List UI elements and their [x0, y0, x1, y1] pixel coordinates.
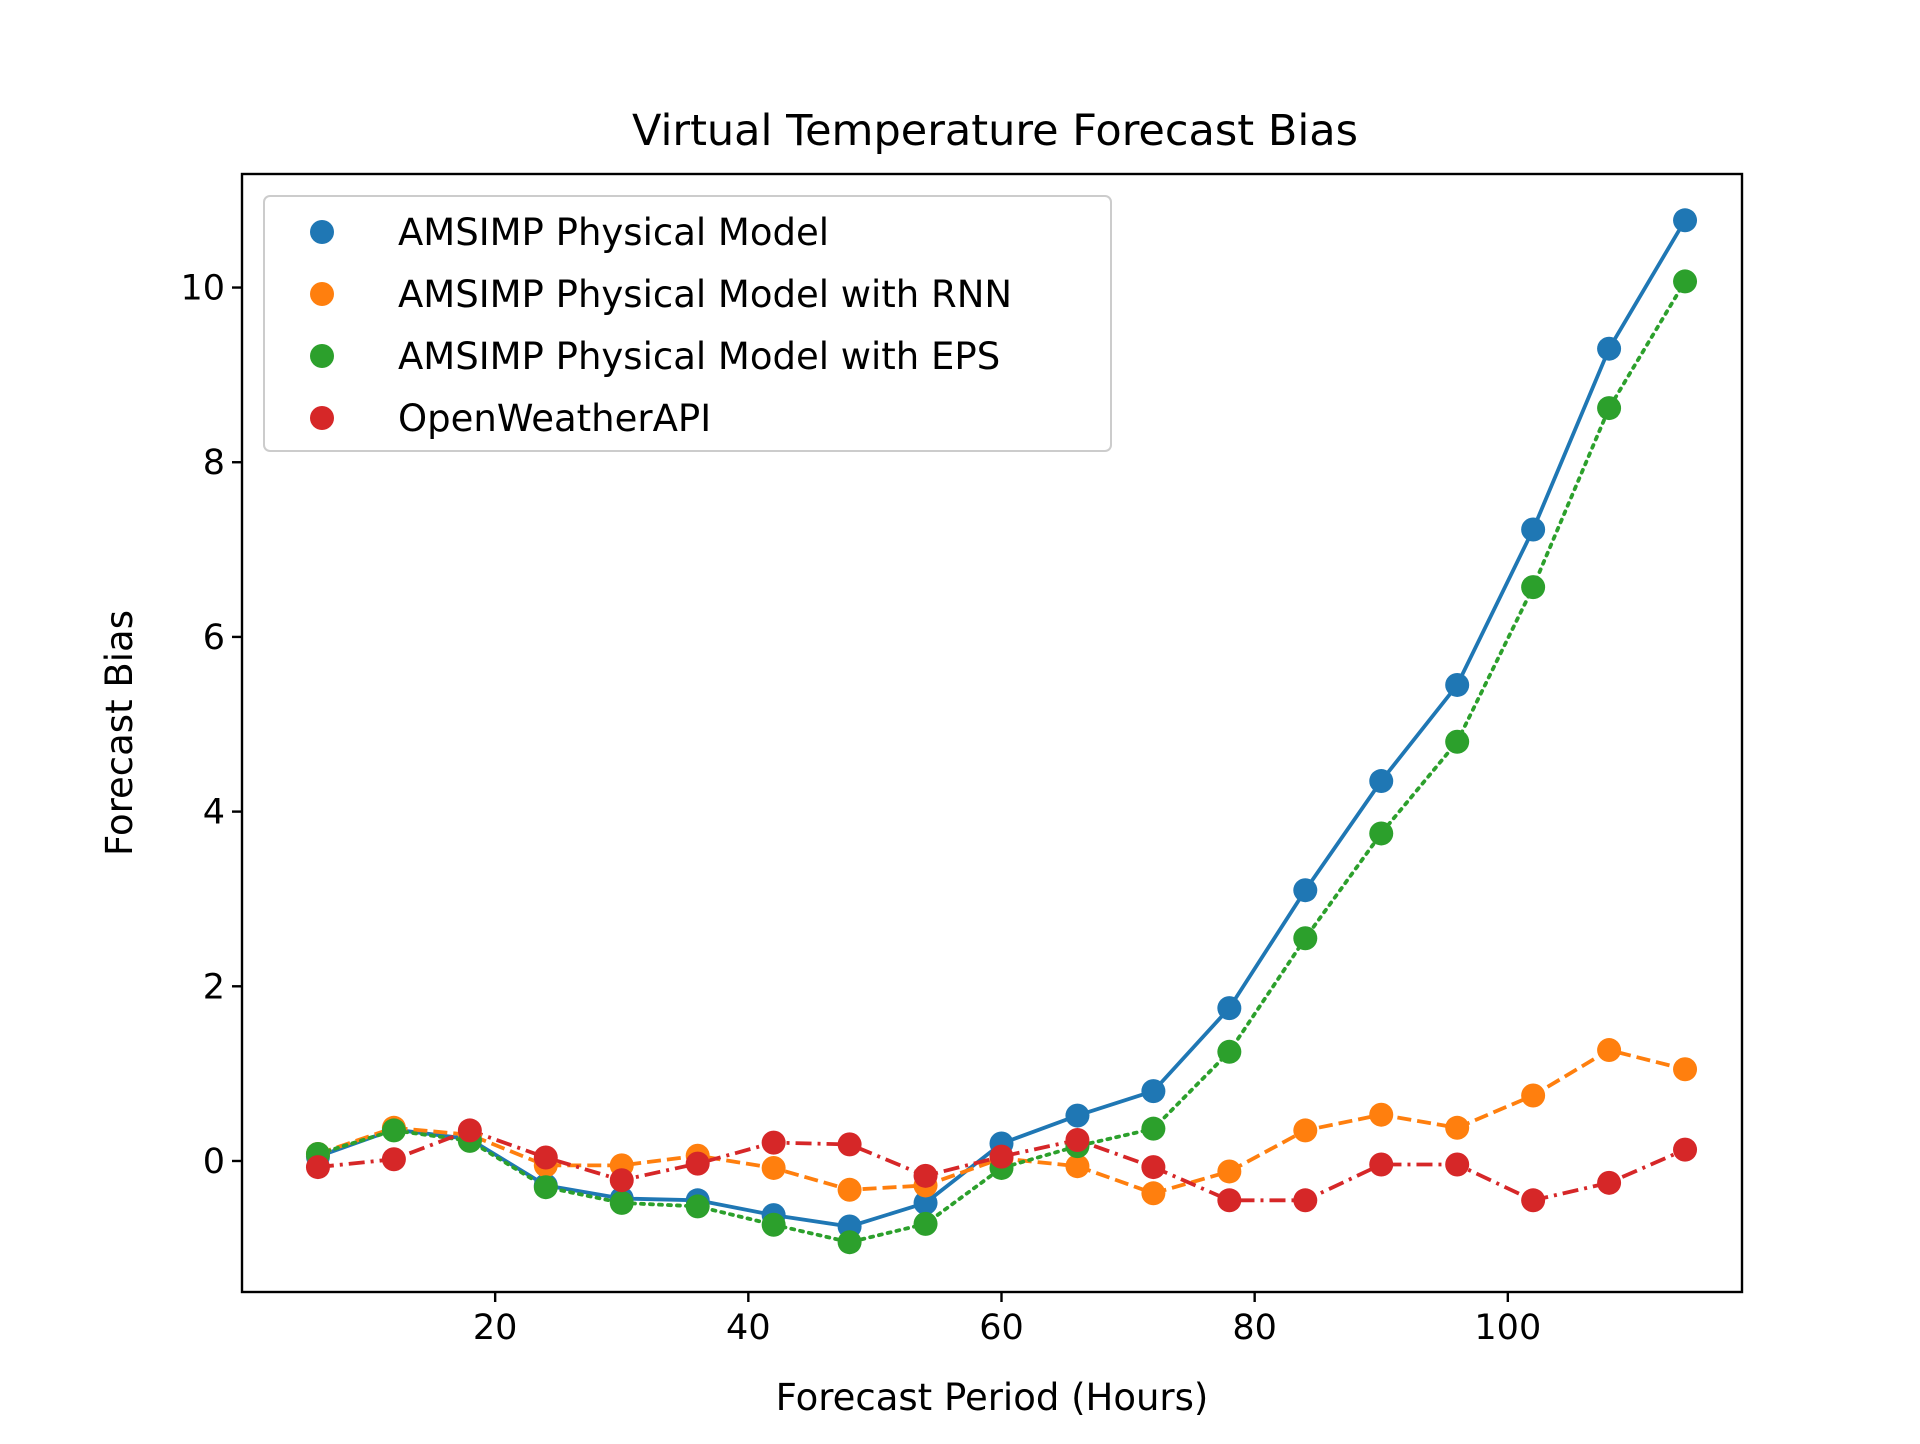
data-point — [1065, 1128, 1090, 1153]
data-point — [1673, 208, 1698, 233]
data-point — [1217, 1188, 1242, 1213]
data-point — [1597, 1170, 1622, 1195]
y-tick-label: 4 — [203, 793, 225, 833]
legend-marker — [310, 344, 334, 368]
x-tick-label: 20 — [473, 1308, 518, 1348]
chart-title: Virtual Temperature Forecast Bias — [632, 106, 1358, 156]
data-point — [1521, 1083, 1546, 1108]
legend-label: OpenWeatherAPI — [398, 397, 711, 440]
data-point — [1141, 1116, 1166, 1141]
x-tick-label: 40 — [726, 1308, 771, 1348]
data-point — [837, 1177, 862, 1202]
data-point — [1141, 1079, 1166, 1104]
data-point — [1597, 396, 1622, 421]
data-point — [837, 1132, 862, 1157]
legend: AMSIMP Physical Model AMSIMP Physical Mod… — [263, 195, 1112, 452]
legend-marker — [310, 406, 334, 430]
data-point — [1293, 1118, 1318, 1143]
data-point — [1521, 575, 1546, 600]
data-point — [1293, 878, 1318, 903]
data-point — [913, 1211, 938, 1236]
x-tick-label: 100 — [1474, 1308, 1541, 1348]
data-point — [1521, 517, 1546, 542]
data-point — [761, 1155, 786, 1180]
y-axis: 0 2 4 6 8 10 — [180, 269, 242, 1182]
data-point — [1065, 1154, 1090, 1179]
y-tick-label: 6 — [203, 618, 225, 658]
data-point — [1673, 1137, 1698, 1162]
y-axis-label: Forecast Bias — [98, 610, 141, 856]
data-point — [1597, 336, 1622, 361]
y-tick-label: 0 — [203, 1142, 225, 1182]
data-point — [1293, 926, 1318, 951]
data-point — [913, 1163, 938, 1188]
data-point — [913, 1190, 938, 1215]
data-point — [1445, 1115, 1470, 1140]
data-point — [305, 1155, 330, 1180]
data-point — [381, 1118, 406, 1143]
data-point — [381, 1147, 406, 1172]
series-layer — [305, 208, 1698, 1255]
data-point — [837, 1230, 862, 1255]
data-point — [1217, 996, 1242, 1021]
data-point — [1293, 1188, 1318, 1213]
x-tick-label: 60 — [979, 1308, 1024, 1348]
data-point — [1217, 1159, 1242, 1184]
data-point — [533, 1145, 558, 1170]
data-point — [1445, 729, 1470, 754]
data-point — [1673, 1057, 1698, 1082]
data-point — [989, 1144, 1014, 1169]
data-point — [1369, 1102, 1394, 1127]
legend-marker — [310, 220, 334, 244]
x-axis: 20 40 60 80 100 — [473, 1292, 1541, 1348]
series-3-points — [305, 269, 1698, 1255]
data-point — [685, 1151, 710, 1176]
data-point — [1521, 1188, 1546, 1213]
y-tick-label: 2 — [203, 967, 225, 1007]
data-point — [761, 1130, 786, 1155]
data-point — [1369, 1152, 1394, 1177]
data-point — [1141, 1181, 1166, 1206]
legend-label: AMSIMP Physical Model with EPS — [398, 335, 1000, 378]
data-point — [533, 1175, 558, 1200]
x-tick-label: 80 — [1232, 1308, 1277, 1348]
data-point — [1065, 1103, 1090, 1128]
data-point — [1445, 1152, 1470, 1177]
data-point — [1673, 269, 1698, 294]
data-point — [1217, 1039, 1242, 1064]
data-point — [685, 1194, 710, 1219]
data-point — [1369, 821, 1394, 846]
data-point — [609, 1190, 634, 1215]
legend-marker — [310, 282, 334, 306]
data-point — [1369, 769, 1394, 794]
data-point — [457, 1118, 482, 1143]
y-tick-label: 8 — [203, 443, 225, 483]
data-point — [1141, 1155, 1166, 1180]
legend-label: AMSIMP Physical Model with RNN — [398, 273, 1012, 316]
legend-box — [263, 195, 1112, 452]
y-tick-label: 10 — [180, 269, 225, 309]
data-point — [1597, 1038, 1622, 1063]
series-4-points — [305, 1118, 1698, 1213]
x-axis-label: Forecast Period (Hours) — [776, 1376, 1209, 1419]
legend-label: AMSIMP Physical Model — [398, 211, 829, 254]
data-point — [609, 1168, 634, 1193]
data-point — [761, 1212, 786, 1237]
data-point — [1445, 672, 1470, 697]
